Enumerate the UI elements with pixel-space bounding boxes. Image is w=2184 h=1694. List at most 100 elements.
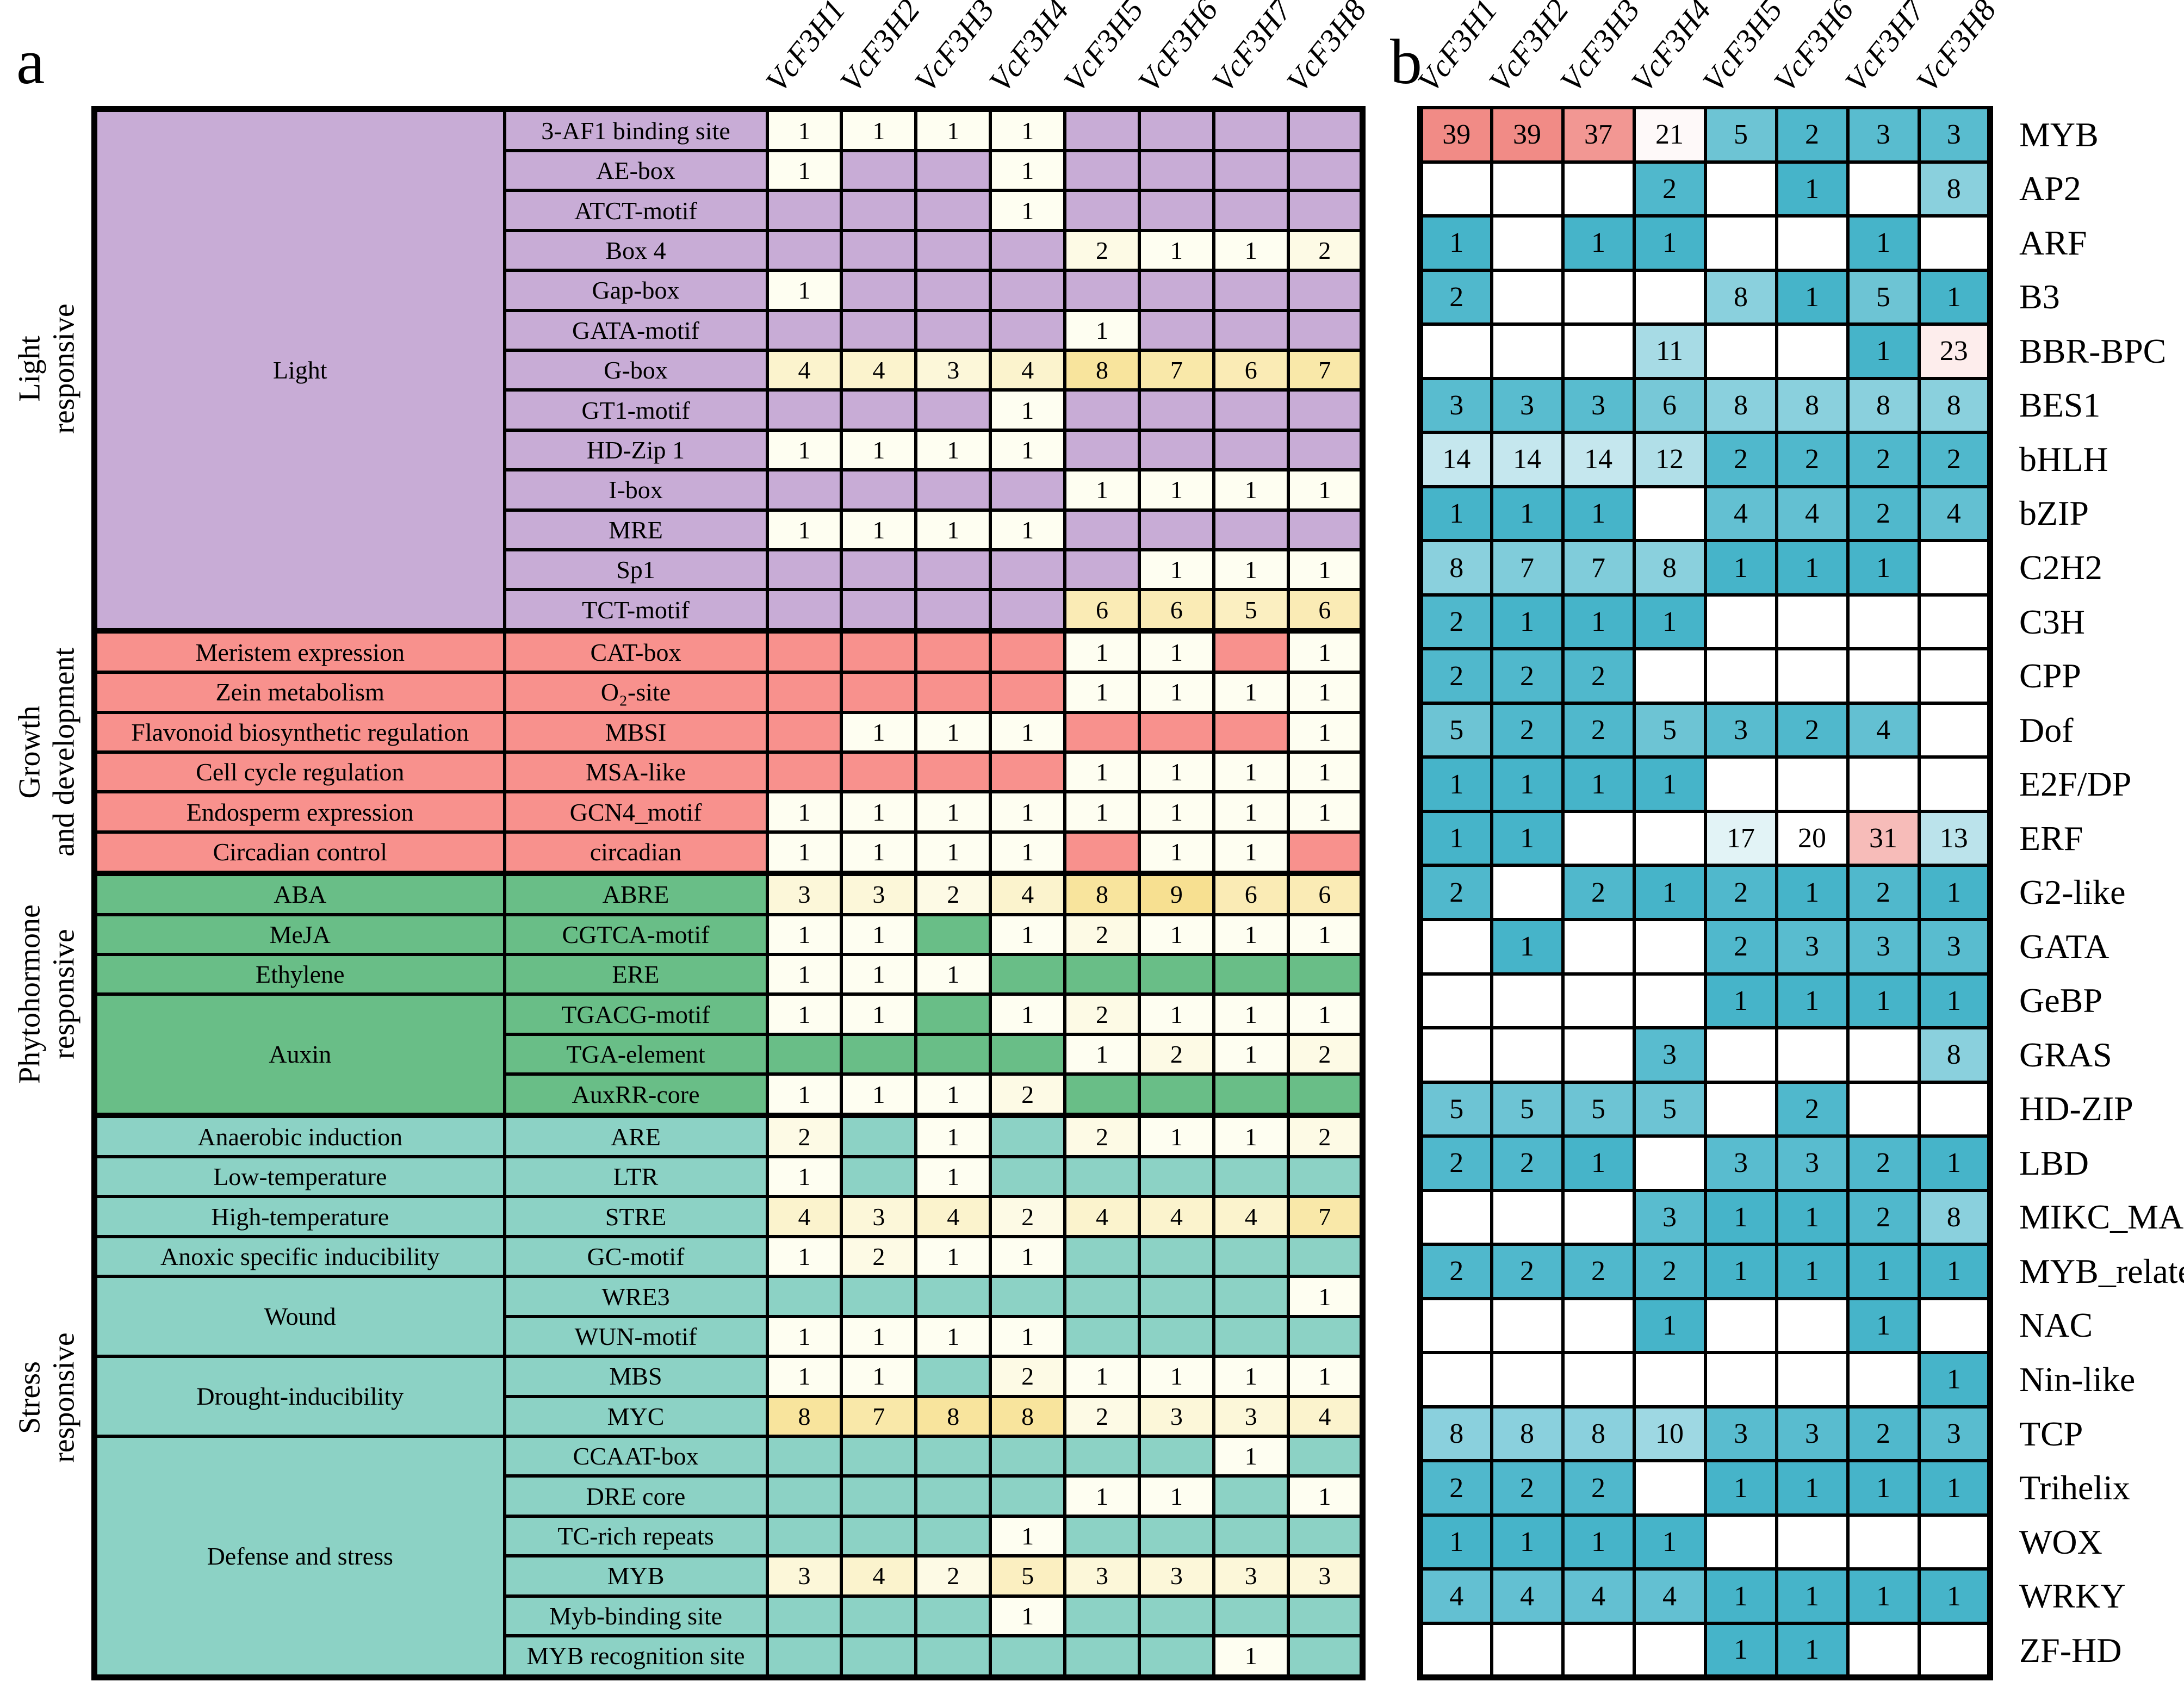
value-cell: 4	[765, 349, 843, 392]
value-cell: 3	[840, 870, 918, 916]
motif-label-cell: GCN4_motif	[502, 790, 769, 834]
value-cell	[765, 1634, 843, 1679]
value-cell	[1212, 428, 1290, 472]
value-cell	[1774, 1026, 1850, 1084]
value-cell: 1	[1137, 913, 1215, 957]
value-cell: 4	[1561, 1567, 1636, 1625]
value-cell: 20	[1774, 809, 1850, 867]
value-cell: 2	[914, 870, 992, 916]
value-cell: 1	[989, 992, 1067, 1036]
value-cell	[1137, 428, 1215, 472]
value-cell	[1137, 148, 1215, 193]
value-cell	[1212, 953, 1290, 996]
value-cell: 1	[1286, 628, 1364, 674]
value-cell: 4	[840, 1554, 918, 1598]
value-cell	[1774, 647, 1850, 705]
value-cell	[1286, 830, 1364, 875]
tf-family-label: ARF	[1990, 216, 2184, 270]
value-cell: 1	[840, 830, 918, 875]
value-cell: 1	[1917, 972, 1993, 1030]
value-cell: 1	[1917, 864, 1993, 921]
value-cell: 4	[1490, 1567, 1565, 1625]
value-cell	[765, 710, 843, 754]
value-cell: 1	[1063, 1474, 1141, 1518]
value-cell	[1846, 1351, 1921, 1408]
function-category-cell: Low-temperature	[92, 1155, 506, 1199]
value-cell	[1212, 1234, 1290, 1279]
value-cell	[914, 1032, 992, 1076]
value-cell: 1	[914, 830, 992, 875]
value-cell: 1	[840, 913, 918, 957]
value-cell	[1137, 1514, 1215, 1558]
value-cell: 1	[1417, 1513, 1493, 1571]
tf-family-label: MIKC_MADS	[1990, 1190, 2184, 1245]
value-cell: 1	[1490, 755, 1565, 813]
value-cell: 1	[1917, 268, 1993, 326]
value-cell	[914, 548, 992, 592]
value-cell: 7	[1137, 349, 1215, 392]
value-cell	[1137, 107, 1215, 152]
value-cell: 1	[840, 992, 918, 1036]
motif-label-cell: MRE	[502, 508, 769, 552]
value-cell	[989, 1113, 1067, 1159]
tf-family-label: C2H2	[1990, 541, 2184, 595]
value-cell	[1846, 593, 1921, 651]
value-cell	[1561, 160, 1636, 218]
value-cell: 1	[1212, 1434, 1290, 1478]
value-cell: 1	[989, 913, 1067, 957]
value-cell	[840, 1514, 918, 1558]
category-axis-label: Phytohormone responsive	[13, 904, 80, 1084]
motif-label-cell: LTR	[502, 1155, 769, 1199]
motif-label-cell: MYC	[502, 1394, 769, 1438]
value-cell	[1917, 647, 1993, 705]
value-cell	[1561, 809, 1636, 867]
value-cell: 2	[1561, 1243, 1636, 1300]
value-cell: 1	[914, 428, 992, 472]
function-category-cell: Defense and stress	[92, 1434, 506, 1679]
value-cell	[1063, 1275, 1141, 1318]
value-cell: 1	[840, 508, 918, 552]
value-cell: 2	[1774, 106, 1850, 164]
value-cell: 2	[1632, 160, 1707, 218]
value-cell: 1	[1561, 755, 1636, 813]
value-cell: 1	[1137, 790, 1215, 834]
value-cell: 3	[1703, 1405, 1778, 1463]
value-cell	[1063, 710, 1141, 754]
value-cell	[1561, 917, 1636, 976]
value-cell	[1212, 1594, 1290, 1637]
value-cell	[1286, 508, 1364, 552]
value-cell: 1	[914, 1314, 992, 1358]
value-cell	[1490, 1351, 1565, 1408]
value-cell	[1063, 548, 1141, 592]
value-cell: 1	[765, 148, 843, 193]
value-cell: 1	[1632, 864, 1707, 921]
value-cell: 7	[1286, 1195, 1364, 1238]
value-cell: 3	[1774, 1405, 1850, 1463]
value-cell: 5	[1632, 701, 1707, 759]
value-cell: 2	[1561, 864, 1636, 921]
value-cell: 1	[1137, 468, 1215, 512]
value-cell	[1417, 1026, 1493, 1084]
motif-label-cell: G-box	[502, 349, 769, 392]
value-cell: 5	[1212, 588, 1290, 633]
value-cell	[1917, 1513, 1993, 1571]
value-cell: 1	[1137, 228, 1215, 272]
value-cell: 8	[1917, 160, 1993, 218]
value-cell: 1	[1063, 468, 1141, 512]
function-category-cell: Auxin	[92, 992, 506, 1118]
value-cell: 1	[1561, 593, 1636, 651]
value-cell	[914, 750, 992, 794]
motif-label-cell: CGTCA-motif	[502, 913, 769, 957]
value-cell: 1	[914, 1113, 992, 1159]
value-cell	[765, 1594, 843, 1637]
value-cell: 1	[1846, 1567, 1921, 1625]
value-cell: 2	[1490, 1459, 1565, 1517]
value-cell: 3	[1774, 1134, 1850, 1192]
value-cell: 1	[1917, 1351, 1993, 1408]
value-cell: 2	[1490, 1134, 1565, 1192]
value-cell: 1	[840, 1355, 918, 1398]
function-category-cell: Light	[92, 107, 506, 633]
value-cell: 1	[1774, 864, 1850, 921]
value-cell	[1063, 189, 1141, 232]
value-cell: 37	[1561, 106, 1636, 164]
